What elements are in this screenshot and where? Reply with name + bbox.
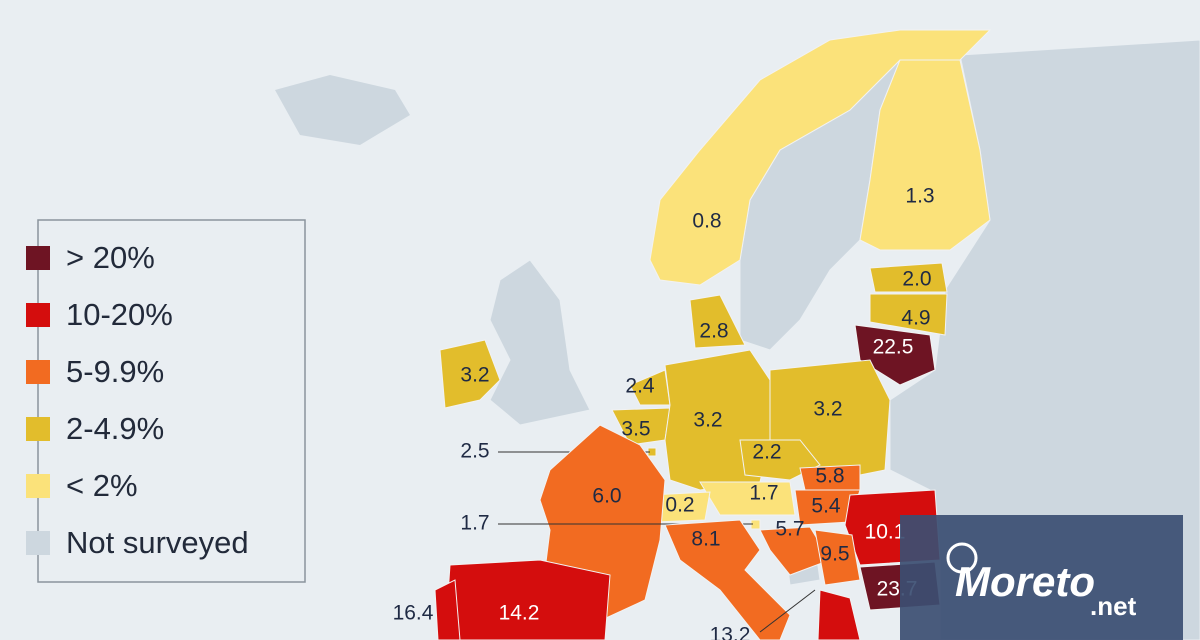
value-label: 8.1	[691, 528, 720, 551]
country	[869, 293, 948, 336]
logo-box	[900, 515, 1183, 640]
value-label: 1.7	[460, 512, 489, 535]
country	[689, 294, 746, 349]
country	[444, 559, 611, 640]
value-label: 2.4	[625, 375, 655, 398]
logo-suffix: .net	[1090, 591, 1137, 621]
value-label: 2.5	[460, 440, 489, 463]
value-label: 16.4	[393, 602, 434, 625]
logo-sun	[946, 542, 978, 574]
country	[699, 481, 796, 516]
value-label: 10.1	[865, 521, 906, 544]
country	[664, 519, 791, 640]
logo: Moreto .net	[900, 515, 1183, 640]
value-label: 5.7	[775, 518, 804, 541]
country	[439, 339, 501, 409]
country	[434, 579, 461, 640]
country	[869, 262, 948, 293]
regions: 0.8 1.3 2.0 4.9 22.5 2.8 3.2 2.4 3.5 2.5 3.2 3.2 2.2…	[393, 29, 992, 640]
legend-label: < 2%	[66, 468, 138, 503]
country	[750, 519, 761, 530]
legend-label: Not surveyed	[66, 525, 249, 560]
value-label: 3.2	[460, 364, 489, 387]
legend-label: 2-4.9%	[66, 411, 164, 446]
value-label: 14.2	[499, 602, 540, 625]
legend-label: > 20%	[66, 240, 155, 275]
legend-swatch	[26, 417, 50, 441]
legend-swatch	[26, 303, 50, 327]
country	[814, 529, 861, 586]
value-label: 5.4	[811, 495, 841, 518]
country	[817, 589, 861, 640]
legend-swatch	[26, 531, 50, 555]
value-label: 0.8	[692, 210, 721, 233]
value-label: 1.7	[749, 482, 778, 505]
value-label: 3.2	[693, 409, 722, 432]
legend-label: 10-20%	[66, 297, 173, 332]
legend-box	[37, 219, 306, 583]
legend-swatch	[26, 246, 50, 270]
iceland	[275, 75, 410, 145]
country	[859, 59, 991, 251]
country	[759, 526, 831, 576]
legend: > 20% 10-20% 5-9.9% 2-4.9% < 2% Not surveyed	[26, 219, 306, 583]
value-label: 9.5	[820, 543, 849, 566]
value-label: 2.0	[902, 268, 931, 291]
value-label: 13.2	[710, 624, 751, 640]
value-label: 2.8	[699, 320, 728, 343]
country	[647, 447, 657, 457]
value-label: 0.2	[665, 494, 694, 517]
value-label: 6.0	[592, 485, 621, 508]
legend-swatch	[26, 474, 50, 498]
value-label: 4.9	[901, 307, 930, 330]
leader-line	[759, 589, 816, 633]
value-label: 5.8	[815, 465, 844, 488]
logo-text: Moreto	[955, 558, 1095, 605]
value-label: 3.5	[621, 418, 650, 441]
legend-swatch	[26, 360, 50, 384]
value-label: 1.3	[905, 185, 934, 208]
value-label: 22.5	[873, 336, 914, 359]
legend-label: 5-9.9%	[66, 354, 164, 389]
value-label: 2.2	[752, 441, 781, 464]
value-label: 3.2	[813, 398, 842, 421]
united-kingdom	[489, 259, 591, 426]
country	[854, 324, 936, 386]
